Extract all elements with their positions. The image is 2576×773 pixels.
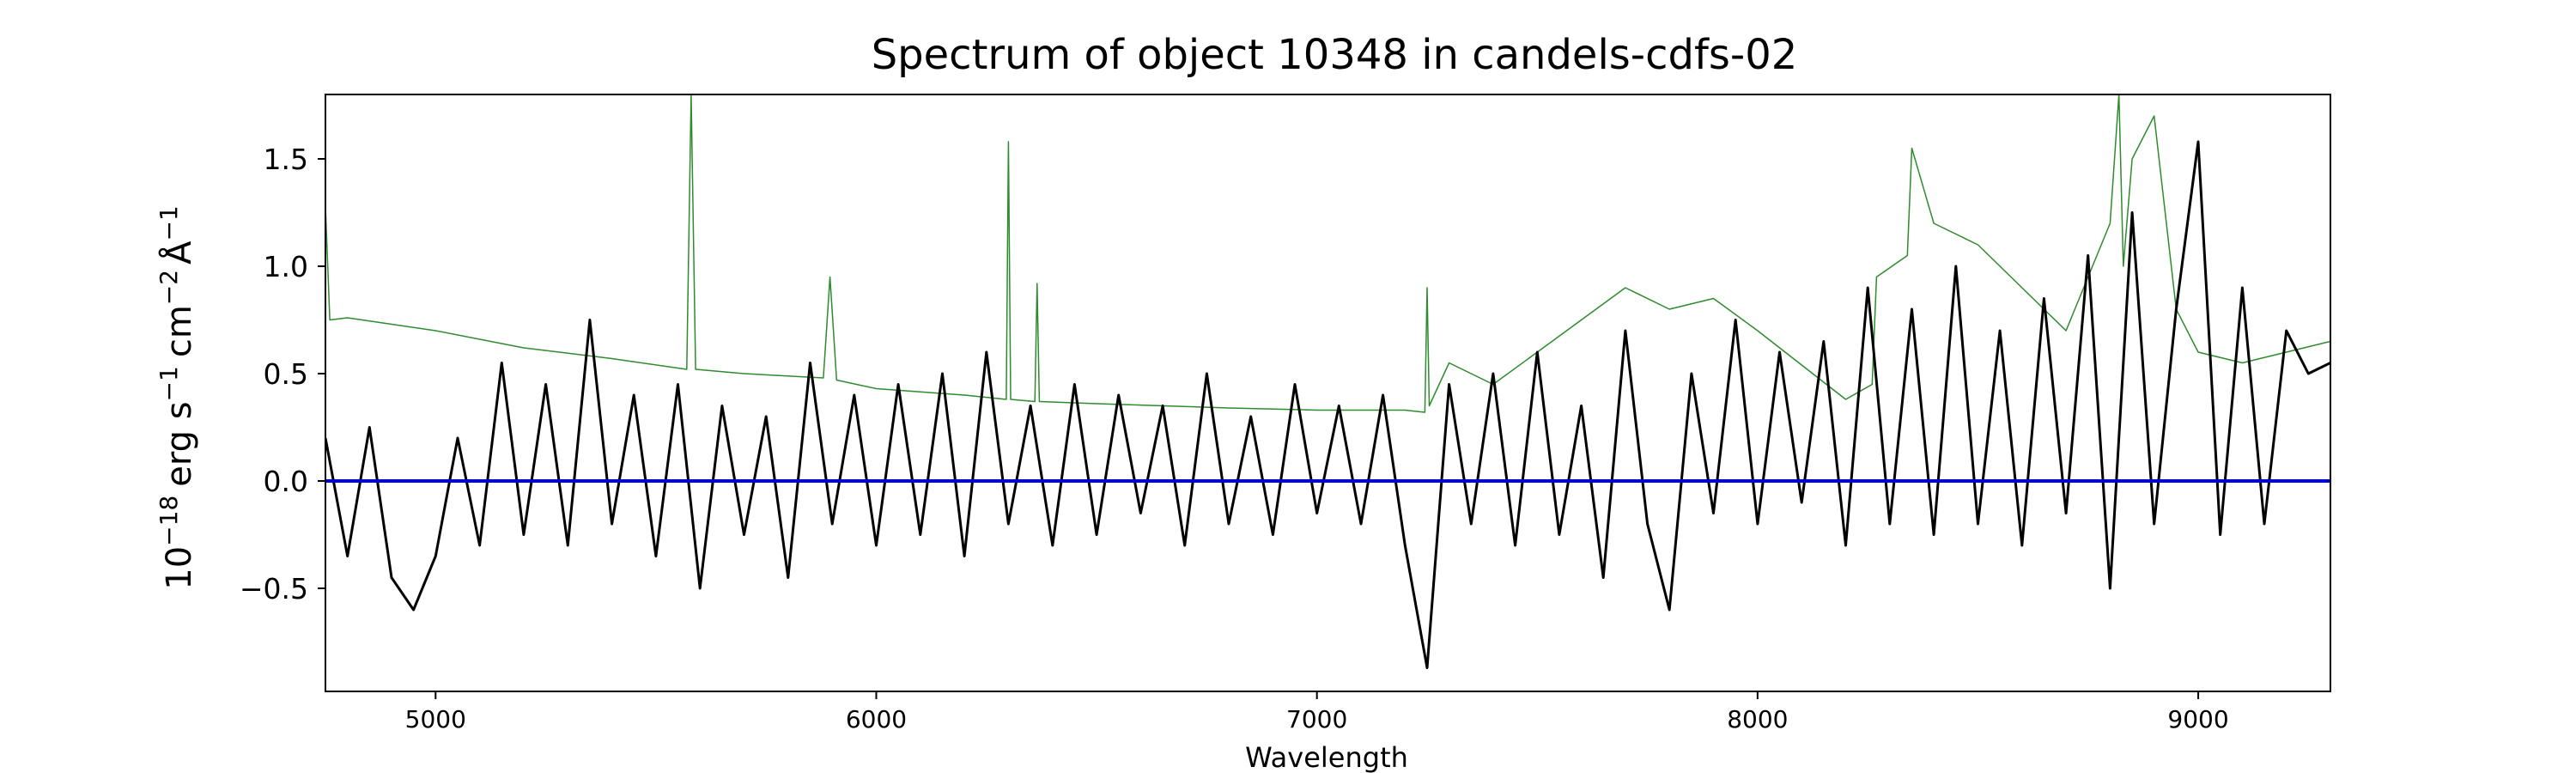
x-tick-label: 5000 [405,705,466,733]
y-tick-label: 0.0 [264,465,308,498]
y-axis-label: 10−18erg s−1cm−2Å−1 [155,205,199,589]
y-axis-label-angstrom-exp: −1 [155,205,183,240]
y-tick-label: 1.0 [264,250,308,283]
series-flux-line [325,140,2330,669]
chart-title: Spectrum of object 10348 in candels-cdfs… [872,31,1798,79]
y-axis-label-base-exp: −18 [155,496,183,546]
x-tick-label: 8000 [1727,705,1788,733]
y-axis-label-base: 10 [160,546,199,590]
y-tick-label: 0.5 [264,357,308,391]
y-axis-label-s-exp: −1 [155,366,183,401]
x-axis-label: Wavelength [1245,741,1408,773]
y-axis-label-cm: cm [160,305,199,357]
y-axis-label-erg: erg s [160,401,199,486]
ticks-layer: 5000 6000 7000 8000 9000 −0.5 0.0 0.5 1.0 1.5 [240,143,2229,733]
y-tick-label: −0.5 [240,572,308,606]
series-layer [325,94,2330,669]
plot-frame [325,94,2331,692]
x-tick-label: 7000 [1286,705,1347,733]
x-tick-label: 6000 [846,705,907,733]
y-tick-label: 1.5 [264,143,308,176]
series-model-line [325,94,2330,413]
x-tick-label: 9000 [2167,705,2228,733]
y-axis-label-angstrom: Å [158,240,199,265]
y-axis-label-cm-exp: −2 [155,270,183,305]
